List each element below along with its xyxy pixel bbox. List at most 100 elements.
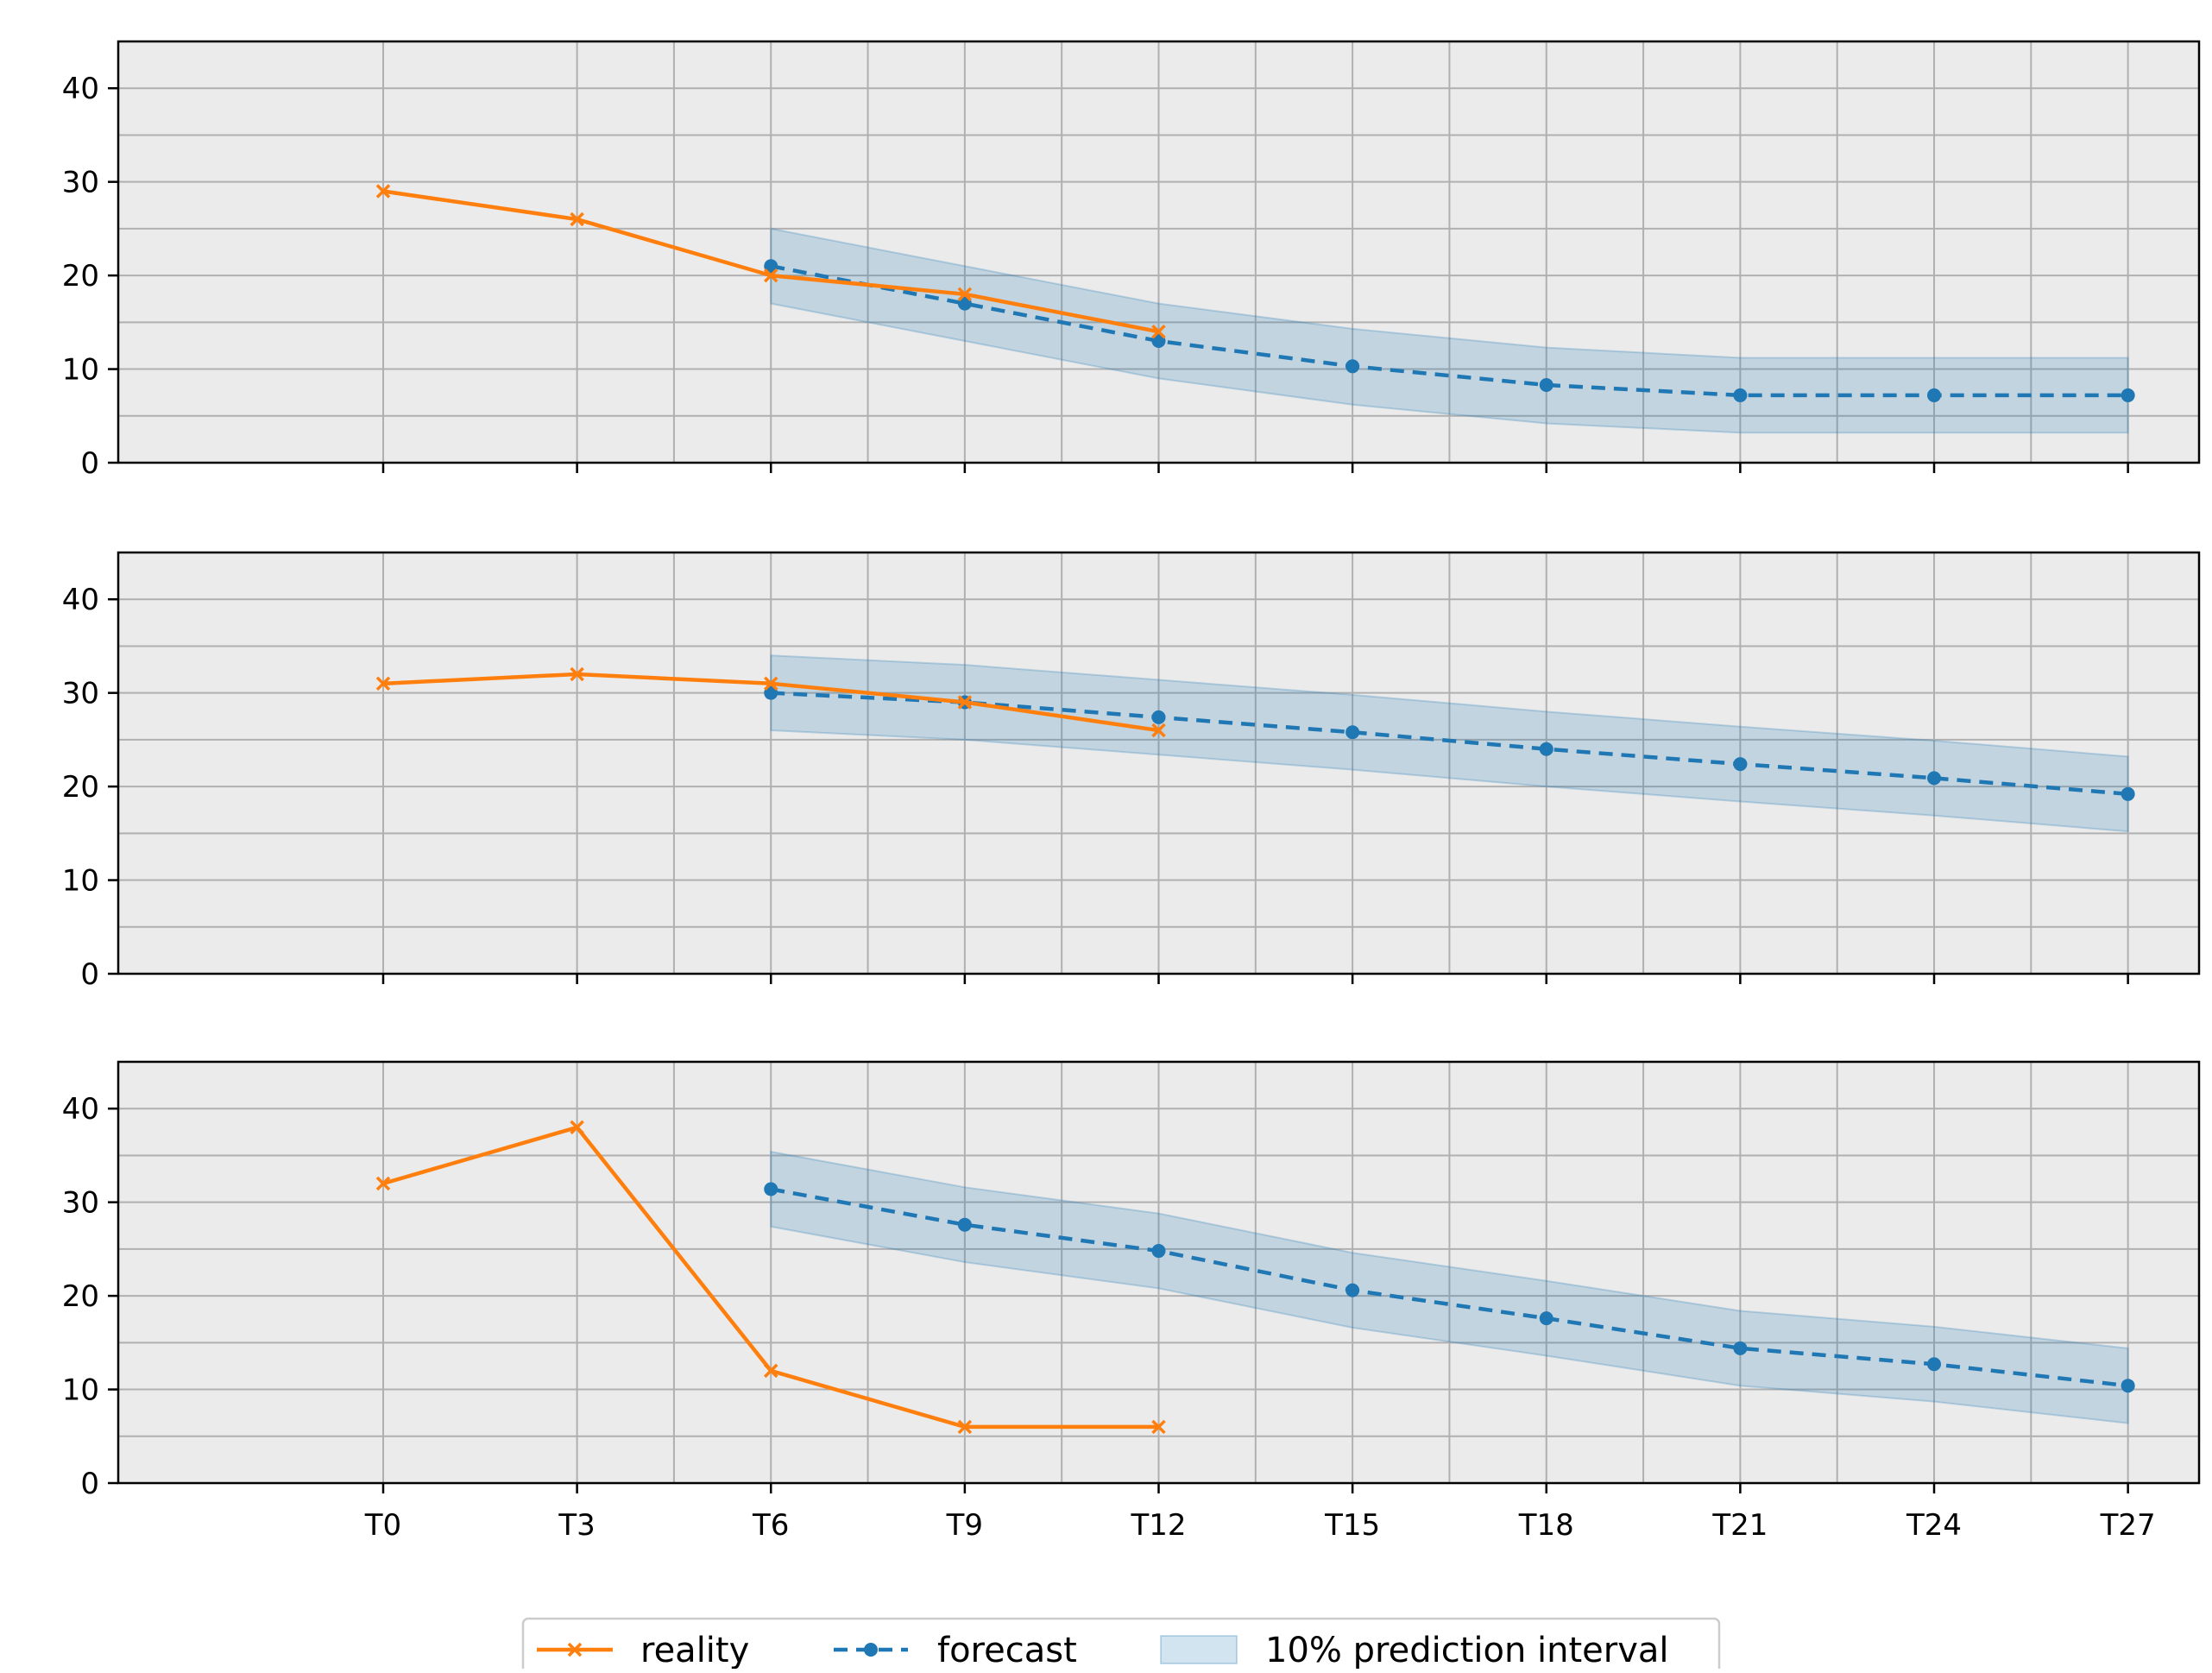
- x-tick-label: T18: [1518, 1508, 1574, 1543]
- legend-entry-interval: 10% prediction interval: [1160, 1631, 1669, 1670]
- reality-point: [570, 666, 584, 682]
- legend: reality forecast 10% prediction interval: [521, 1617, 1721, 1673]
- panel-1: 0 10 20 30 40: [62, 40, 2201, 481]
- forecast-point: [1345, 1283, 1360, 1297]
- y-tick-label: 0: [80, 957, 99, 992]
- forecast-line: [771, 691, 2128, 797]
- reality-point: [570, 1120, 584, 1135]
- y-tick-label: 0: [80, 1467, 99, 1501]
- forecast-point: [1345, 725, 1360, 740]
- reality-marker-stroke: [1151, 723, 1166, 738]
- prediction-interval-band: [770, 227, 2129, 434]
- y-tick-label: 20: [62, 770, 99, 805]
- x-tick-label: T21: [1711, 1508, 1768, 1543]
- legend-marker-stroke: [567, 1642, 583, 1657]
- x-tick-label: T0: [364, 1508, 401, 1543]
- reality-marker-stroke: [957, 695, 973, 710]
- forecast-point: [1539, 1311, 1553, 1326]
- reality-point: [375, 1176, 391, 1191]
- y-tick-label: 10: [62, 353, 99, 388]
- y-tick-label: 30: [62, 677, 99, 711]
- legend-label-forecast: forecast: [937, 1631, 1077, 1669]
- reality-point: [957, 287, 973, 302]
- forecast-point: [1151, 710, 1166, 724]
- reality-point: [375, 184, 391, 199]
- reality-marker-stroke: [570, 211, 584, 227]
- x-tick-label: T3: [558, 1508, 595, 1543]
- reality-point: [570, 211, 584, 227]
- forecast-point: [764, 685, 778, 700]
- legend-swatch-interval: [1160, 1635, 1238, 1664]
- y-tick-label: 10: [62, 1373, 99, 1408]
- forecast-point: [1345, 359, 1360, 374]
- forecast-point: [957, 1217, 972, 1232]
- grid: [118, 1062, 2199, 1484]
- prediction-interval-band: [770, 1150, 2129, 1424]
- legend-label-reality: reality: [640, 1631, 749, 1669]
- forecast-point: [2121, 786, 2135, 801]
- reality-marker-stroke: [957, 287, 973, 302]
- reality-point: [957, 695, 973, 710]
- forecast-point: [1733, 388, 1748, 402]
- reality-marker-stroke: [1151, 324, 1166, 339]
- reality-point: [957, 1419, 973, 1435]
- forecast-point: [1539, 742, 1553, 756]
- reality-marker-stroke: [375, 184, 391, 199]
- panel-3: 0 10 20 30 40 T0 T3 T6 T9 T12 T15 T18 T21 T24 T27: [62, 1060, 2201, 1543]
- reality-point: [375, 676, 391, 691]
- legend-label-interval: 10% prediction interval: [1265, 1631, 1669, 1669]
- forecast-point: [1539, 377, 1553, 392]
- y-tick-label: 0: [80, 446, 99, 481]
- y-tick-label: 20: [62, 259, 99, 294]
- reality-marker-stroke: [1151, 1419, 1166, 1435]
- reality-marker-stroke: [957, 1419, 973, 1435]
- reality-point: [764, 1363, 778, 1379]
- legend-entry-forecast: forecast: [834, 1631, 1077, 1670]
- reality-point: [764, 676, 778, 691]
- forecast-point: [764, 1182, 778, 1196]
- forecast-point: [1927, 771, 1942, 786]
- x-tick-label: T15: [1324, 1508, 1380, 1543]
- reality-point: [1151, 324, 1166, 339]
- reality-marker-stroke: [764, 268, 778, 283]
- panel-2: 0 10 20 30 40: [62, 551, 2201, 992]
- x-tick-label: T6: [752, 1508, 789, 1543]
- reality-point: [1151, 1419, 1166, 1435]
- y-tick-label: 40: [62, 1092, 99, 1127]
- reality-point: [1151, 723, 1166, 738]
- forecast-point: [1927, 388, 1942, 402]
- forecast-point: [1733, 757, 1748, 772]
- reality-marker-stroke: [570, 666, 584, 682]
- y-tick-label: 30: [62, 1186, 99, 1221]
- forecast-point: [1733, 1341, 1748, 1355]
- y-tick-label: 10: [62, 864, 99, 899]
- forecast-point: [1927, 1357, 1942, 1372]
- forecast-point: [764, 259, 778, 274]
- x-tick-label: T9: [946, 1508, 983, 1543]
- y-tick-label: 30: [62, 166, 99, 200]
- x-tick-label: T12: [1130, 1508, 1186, 1543]
- legend-marker-forecast: [864, 1643, 878, 1657]
- forecast-point: [2121, 388, 2135, 402]
- forecast-point: [1151, 334, 1166, 349]
- y-tick-label: 20: [62, 1279, 99, 1314]
- x-tick-label: T24: [1906, 1508, 1962, 1543]
- reality-marker-stroke: [375, 1176, 391, 1191]
- forecast-point: [1151, 1244, 1166, 1259]
- y-tick-label: 40: [62, 72, 99, 106]
- reality-point: [764, 268, 778, 283]
- forecast-line: [770, 264, 2128, 398]
- legend-entry-reality: reality: [537, 1631, 749, 1670]
- forecast-point: [957, 296, 972, 311]
- forecast-line: [770, 1187, 2128, 1388]
- prediction-interval-band: [770, 654, 2129, 833]
- reality-marker-stroke: [764, 1363, 778, 1379]
- y-tick-label: 40: [62, 583, 99, 617]
- forecast-point: [2121, 1379, 2135, 1393]
- x-tick-label: T27: [2100, 1508, 2156, 1543]
- reality-marker-stroke: [570, 1120, 584, 1135]
- legend-frame: [521, 1617, 1721, 1673]
- reality-marker-stroke: [764, 676, 778, 691]
